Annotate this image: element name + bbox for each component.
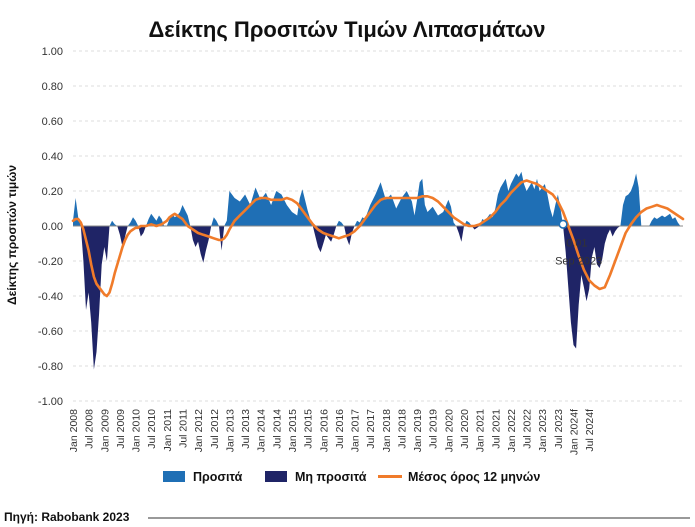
y-axis-ticks: 1.00 0.80 0.60 0.40 0.20 0.00 -0.20 -0.40 -0.60 -… [38,46,63,408]
y-tick-label: 1.00 [42,46,63,58]
x-tick-label: Jul 2018 [397,409,409,449]
y-axis-label: Δείκτης προσιτών τιμών [5,165,19,305]
x-tick-label: Jan 2014 [256,409,268,452]
annotation-value: 0.01 [566,237,587,249]
x-tick-label: Jan 2024f [569,409,581,455]
y-tick-label: 0.20 [42,186,63,198]
y-tick-label: 0.80 [42,81,63,93]
x-tick-label: Jan 2022 [506,409,518,452]
chart-title: Δείκτης Προσιτών Τιμών Λιπασμάτων [148,17,545,42]
x-tick-label: Jul 2017 [365,409,377,449]
x-tick-label: Jul 2022 [522,409,534,449]
x-tick-label: Jan 2021 [475,409,487,452]
x-tick-label: Jul 2015 [303,409,315,449]
x-axis-ticks: Jan 2008 Jul 2008 Jan 2009 Jul 2009 Jan 2010… [68,409,596,455]
annotation-date: Sep 2023 [555,255,602,267]
legend-swatch-affordable [163,471,185,482]
legend: Προσιτά Μη προσιτά Μέσος όρος 12 μηνών [163,470,540,484]
x-tick-label: Jan 2011 [162,409,174,452]
x-tick-label: Jul 2016 [334,409,346,449]
x-tick-label: Jul 2019 [428,409,440,449]
x-tick-label: Jul 2012 [209,409,221,449]
x-tick-label: Jan 2019 [412,409,424,452]
x-tick-label: Jul 2021 [490,409,502,449]
y-tick-label: -1.00 [38,396,63,408]
source-note: Πηγή: Rabobank 2023 [4,510,130,524]
x-tick-label: Jan 2015 [287,409,299,452]
x-tick-label: Jan 2023 [537,409,549,452]
area-unaffordable [80,226,621,370]
x-tick-label: Jan 2017 [350,409,362,452]
x-tick-label: Jul 2020 [459,409,471,449]
legend-label: Προσιτά [193,470,243,484]
x-tick-label: Jul 2008 [84,409,96,449]
x-tick-label: Jan 2010 [131,409,143,452]
x-tick-label: Jan 2008 [68,409,80,452]
x-tick-label: Jan 2018 [381,409,393,452]
legend-label: Μέσος όρος 12 μηνών [408,470,540,484]
x-tick-label: Jul 2011 [178,409,190,448]
x-tick-label: Jul 2014 [271,409,283,449]
x-tick-label: Jan 2009 [99,409,111,452]
legend-swatch-unaffordable [265,471,287,482]
x-tick-label: Jan 2016 [318,409,330,452]
x-tick-label: Jul 2010 [146,409,158,449]
annotation: 0.01 Sep 2023 [555,219,602,267]
y-tick-label: 0.60 [42,116,63,128]
annotation-marker [558,219,568,229]
area-series [73,171,683,370]
y-tick-label: -0.40 [38,291,63,303]
legend-label: Μη προσιτά [295,470,367,484]
x-tick-label: Jan 2020 [443,409,455,452]
x-tick-label: Jan 2013 [224,409,236,452]
x-tick-label: Jul 2024f [584,409,596,452]
y-tick-label: -0.80 [38,361,63,373]
x-tick-label: Jul 2023 [553,409,565,449]
x-tick-label: Jul 2009 [115,409,127,449]
x-tick-label: Jul 2013 [240,409,252,449]
y-tick-label: 0.40 [42,151,63,163]
x-tick-label: Jan 2012 [193,409,205,452]
y-tick-label: -0.60 [38,326,63,338]
area-affordable [73,171,683,226]
y-tick-label: -0.20 [38,256,63,268]
y-tick-label: 0.00 [42,221,63,233]
